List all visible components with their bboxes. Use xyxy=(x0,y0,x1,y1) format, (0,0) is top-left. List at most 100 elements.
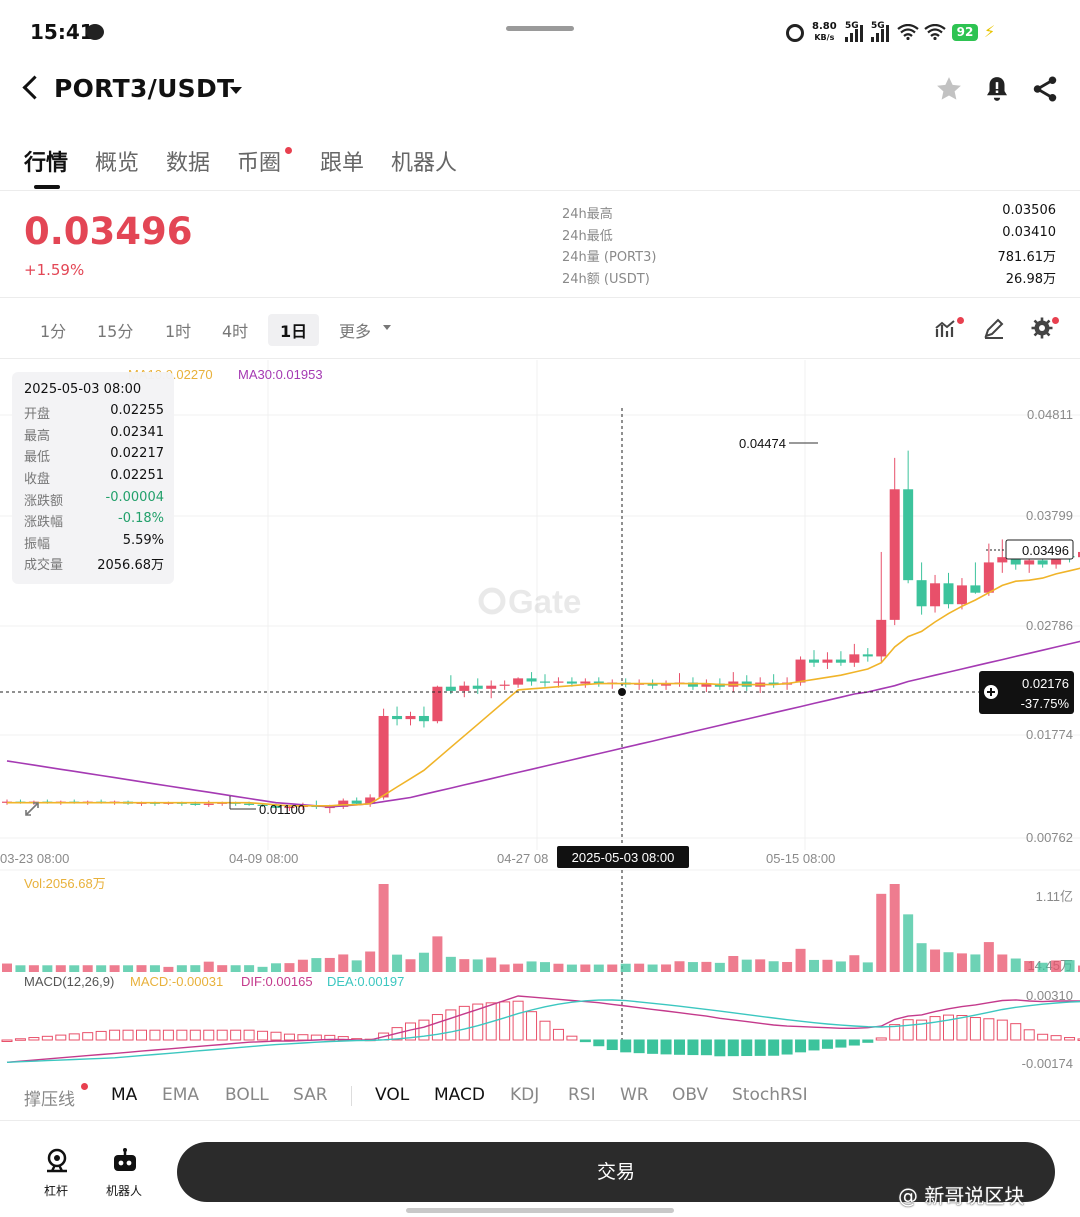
indicator-kdj[interactable]: KDJ xyxy=(510,1085,540,1105)
volume-bar xyxy=(876,893,887,972)
indicator-stochrsi[interactable]: StochRSI xyxy=(732,1085,808,1105)
macd-bar xyxy=(526,1011,538,1041)
macd-bar xyxy=(485,1002,497,1041)
tab-robot[interactable]: 机器人 xyxy=(391,151,458,176)
indicator-ema[interactable]: EMA xyxy=(162,1085,200,1105)
back-icon[interactable] xyxy=(22,75,47,100)
volume-bar xyxy=(580,964,591,972)
candle-body xyxy=(997,557,1008,563)
volume-bar xyxy=(930,949,941,972)
macd-bar xyxy=(203,1029,215,1041)
macd-bar xyxy=(95,1030,107,1041)
indicator-obv[interactable]: OBV xyxy=(672,1085,709,1105)
candle-body xyxy=(526,678,537,682)
cell-signal-icon: 5G xyxy=(845,21,865,42)
indicator-support-resistance[interactable]: 撑压线 xyxy=(24,1090,75,1110)
candle-body xyxy=(244,803,255,805)
volume-bar xyxy=(1010,958,1021,972)
macd-bar xyxy=(109,1029,121,1041)
volume-bar xyxy=(2,963,12,972)
chevron-down-icon[interactable] xyxy=(230,87,242,94)
info-value: 2056.68万 xyxy=(97,558,164,573)
candle-body xyxy=(499,684,510,686)
macd-bar xyxy=(647,1039,659,1054)
tab-community[interactable]: 币圈 xyxy=(237,151,282,176)
indicator-sar[interactable]: SAR xyxy=(293,1085,328,1105)
expand-icon[interactable] xyxy=(25,802,39,816)
indicator-wr[interactable]: WR xyxy=(620,1085,649,1105)
macd-bar xyxy=(700,1039,712,1056)
candle-body xyxy=(809,659,819,663)
macd-bar xyxy=(983,1018,995,1041)
volume-bar xyxy=(970,954,981,972)
candle-body xyxy=(445,686,456,691)
volume-bar xyxy=(136,965,147,972)
leverage-label[interactable]: 杠杆 xyxy=(44,1184,69,1198)
net-speed-unit: KB/s xyxy=(814,33,835,42)
info-label: 振幅 xyxy=(24,537,51,552)
info-value: 0.02217 xyxy=(110,446,164,461)
interval-1m[interactable]: 1分 xyxy=(40,322,67,341)
volume-bar xyxy=(486,957,497,972)
share-icon[interactable] xyxy=(1030,74,1060,104)
pair-selector[interactable]: PORT3/USDT xyxy=(54,74,235,103)
indicator-boll[interactable]: BOLL xyxy=(225,1085,269,1105)
volume-bar xyxy=(257,966,268,972)
alarm-icon xyxy=(786,24,804,42)
indicator-rsi[interactable]: RSI xyxy=(568,1085,596,1105)
macd-bar xyxy=(162,1029,174,1041)
info-value: 0.02251 xyxy=(110,468,164,483)
candle-body xyxy=(271,805,281,808)
indicator-vol[interactable]: VOL xyxy=(375,1085,410,1105)
interval-more[interactable]: 更多 xyxy=(339,322,372,341)
interval-15m[interactable]: 15分 xyxy=(97,322,134,341)
macd-bar xyxy=(768,1039,780,1056)
macd-bar xyxy=(1023,1029,1035,1041)
macd-bar xyxy=(391,1027,403,1041)
volume-bar xyxy=(849,955,860,972)
interval-4h[interactable]: 4时 xyxy=(222,322,249,341)
gear-icon[interactable] xyxy=(1030,316,1054,340)
tab-data[interactable]: 数据 xyxy=(166,151,211,176)
indicator-ma[interactable]: MA xyxy=(111,1085,138,1105)
info-value: -0.18% xyxy=(118,511,164,526)
dea-line xyxy=(6,999,1080,1063)
tab-copy-trading[interactable]: 跟单 xyxy=(320,151,365,176)
macd-legend-name: MACD(12,26,9) xyxy=(24,974,114,989)
volume-bar xyxy=(741,959,752,972)
indicator-macd[interactable]: MACD xyxy=(434,1085,485,1105)
leverage-icon[interactable] xyxy=(43,1147,71,1175)
macd-bar xyxy=(781,1039,793,1055)
price-alert-bell-icon[interactable] xyxy=(982,74,1012,104)
charging-icon: ⚡ xyxy=(984,22,996,41)
trade-button[interactable]: 交易 xyxy=(177,1142,1055,1202)
robot-label[interactable]: 机器人 xyxy=(106,1184,143,1198)
macd-bar xyxy=(620,1039,632,1053)
interval-1h[interactable]: 1时 xyxy=(165,322,192,341)
volume-bar xyxy=(903,914,914,972)
macd-bar xyxy=(660,1039,672,1055)
low-marker-label: 0.01100 xyxy=(259,802,305,817)
crosshair-info-panel: 2025-05-03 08:00 开盘 0.02255 最高 0.02341 最低 0… xyxy=(12,372,174,584)
crosshair-time-box xyxy=(557,846,689,868)
macd-bar xyxy=(297,1034,309,1041)
robot-icon[interactable] xyxy=(111,1147,139,1175)
macd-bar xyxy=(916,1019,928,1041)
info-label: 涨跌幅 xyxy=(24,515,64,530)
interval-1d[interactable]: 1日 xyxy=(268,314,320,346)
favorite-star-icon[interactable] xyxy=(934,74,964,104)
indicator-settings-icon[interactable] xyxy=(934,316,958,340)
kline-chart[interactable]: Gate MA10:0.02270 MA30:0.01953 0.04811 0… xyxy=(0,360,1080,1076)
volume-bar xyxy=(42,965,53,972)
macd-bar xyxy=(606,1039,618,1051)
crosshair-point xyxy=(616,686,628,698)
time-axis-label: 04-27 08 xyxy=(497,851,548,866)
tab-market[interactable]: 行情 xyxy=(24,151,69,176)
candle-body xyxy=(661,683,672,686)
macd-bar xyxy=(727,1039,739,1057)
macd-bar xyxy=(835,1039,847,1048)
macd-bar xyxy=(848,1039,860,1046)
draw-tool-icon[interactable] xyxy=(982,316,1006,340)
tab-overview[interactable]: 概览 xyxy=(95,151,140,176)
time-axis-label: 05-15 08:00 xyxy=(766,851,835,866)
